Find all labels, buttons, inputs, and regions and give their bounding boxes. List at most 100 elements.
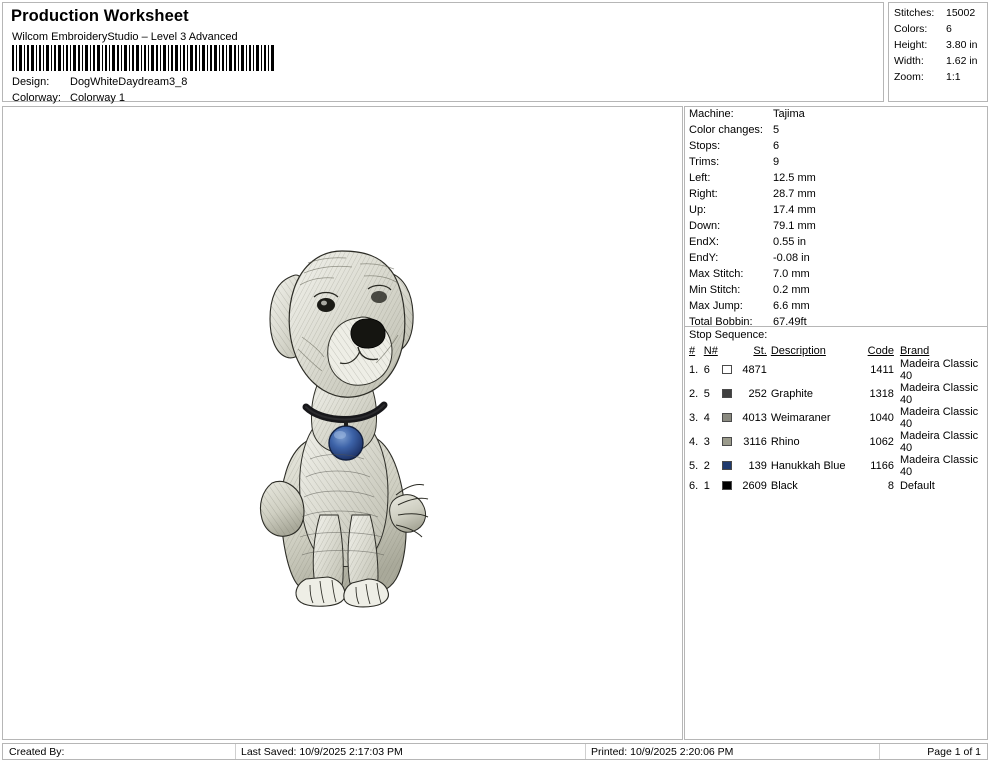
summary-colors-label: Colors: (894, 23, 928, 35)
stat-value: 6 (773, 140, 780, 152)
row-color-swatch (721, 358, 735, 382)
design-row: Design: DogWhiteDaydream3_8 (12, 76, 412, 90)
stat-row: Max Stitch: 7.0 mm (689, 268, 985, 284)
stop-sequence-table: # N# St. Description Code Brand 1. 6 487… (689, 345, 987, 494)
color-swatch-icon (722, 481, 733, 490)
row-index: 3. (689, 412, 699, 424)
stat-row: Right: 28.7 mm (689, 188, 985, 204)
row-stitches: 2609 (742, 480, 767, 492)
row-brand: Madeira Classic 40 (899, 406, 979, 430)
summary-width-label: Width: (894, 55, 924, 67)
row-description: Rhino (770, 436, 800, 448)
stat-value: Tajima (773, 108, 805, 120)
row-description: Graphite (770, 388, 814, 400)
stat-row: Trims: 9 (689, 156, 985, 172)
row-needle: 5 (703, 388, 710, 400)
row-index: 5. (689, 460, 699, 472)
row-needle: 1 (703, 480, 710, 492)
color-swatch-icon (722, 365, 733, 374)
summary-height-value: 3.80 in (946, 39, 978, 51)
design-value: DogWhiteDaydream3_8 (70, 76, 188, 88)
row-brand: Madeira Classic 40 (899, 382, 979, 406)
row-index: 2. (689, 388, 699, 400)
col-stitches: St. (753, 345, 767, 357)
row-stitches: 4013 (742, 412, 767, 424)
table-row: 5. 2 139 Hanukkah Blue 1166 Madeira Clas… (689, 454, 987, 478)
row-color-swatch (721, 406, 735, 430)
footer-created-by: Created By: (9, 746, 65, 758)
summary-height-label: Height: (894, 39, 928, 51)
stat-value: 0.55 in (773, 236, 807, 248)
table-header-row: # N# St. Description Code Brand (689, 345, 987, 358)
row-color-swatch (721, 478, 735, 494)
stat-label: Max Stitch: (689, 268, 744, 280)
summary-zoom-label: Zoom: (894, 71, 924, 83)
stop-sequence-title: Stop Sequence: (689, 329, 768, 341)
summary-colors: Colors: 6 (894, 23, 989, 38)
summary-width: Width: 1.62 in (894, 55, 989, 70)
stat-label: Machine: (689, 108, 734, 120)
col-color-swatch (721, 345, 735, 358)
colorway-label: Colorway: (12, 92, 61, 104)
row-code: 1166 (870, 460, 894, 472)
design-preview-pane[interactable] (2, 106, 683, 740)
stop-sequence-divider (685, 326, 987, 327)
table-row: 2. 5 252 Graphite 1318 Madeira Classic 4… (689, 382, 987, 406)
row-description (771, 358, 862, 382)
summary-width-value: 1.62 in (946, 55, 978, 67)
application-subtitle: Wilcom EmbroideryStudio – Level 3 Advanc… (12, 31, 238, 43)
row-code: 1062 (869, 436, 894, 448)
footer-printed: Printed: 10/9/2025 2:20:06 PM (591, 746, 734, 758)
stat-value: -0.08 in (773, 252, 810, 264)
row-needle: 2 (703, 460, 710, 472)
stat-label: Color changes: (689, 124, 763, 136)
row-code: 1318 (869, 388, 894, 400)
row-color-swatch (721, 382, 735, 406)
header-identification-box: Production Worksheet Wilcom EmbroiderySt… (2, 2, 884, 104)
header-band: Production Worksheet Wilcom EmbroiderySt… (0, 0, 990, 104)
row-stitches: 4871 (742, 364, 767, 376)
stat-label: Trims: (689, 156, 720, 168)
summary-zoom: Zoom: 1:1 (894, 71, 989, 86)
stat-row: Down: 79.1 mm (689, 220, 985, 236)
stat-row: Up: 17.4 mm (689, 204, 985, 220)
table-row: 1. 6 4871 1411 Madeira Classic 40 (689, 358, 987, 382)
row-stitches: 3116 (743, 436, 767, 448)
table-row: 3. 4 4013 Weimaraner 1040 Madeira Classi… (689, 406, 987, 430)
stat-row: Left: 12.5 mm (689, 172, 985, 188)
stat-label: Up: (689, 204, 707, 216)
stat-label: Down: (689, 220, 721, 232)
summary-height: Height: 3.80 in (894, 39, 989, 54)
barcode-icon (11, 45, 277, 71)
col-code: Code (867, 345, 894, 357)
color-swatch-icon (722, 389, 733, 398)
row-brand: Madeira Classic 40 (899, 454, 979, 478)
summary-stitches-value: 15002 (946, 7, 976, 19)
row-color-swatch (721, 430, 735, 454)
page-title: Production Worksheet (11, 7, 189, 25)
row-needle: 3 (703, 436, 710, 448)
design-label: Design: (12, 76, 50, 88)
row-brand: Default (899, 480, 935, 492)
stat-row: Max Jump: 6.6 mm (689, 300, 985, 316)
stat-value: 9 (773, 156, 780, 168)
stat-value: 17.4 mm (773, 204, 816, 216)
stat-value: 6.6 mm (773, 300, 810, 312)
row-brand: Madeira Classic 40 (899, 358, 979, 382)
dog-embroidery-artwork (248, 247, 438, 612)
stat-label: Right: (689, 188, 718, 200)
row-color-swatch (721, 454, 735, 478)
row-description: Black (770, 480, 798, 492)
machine-stats-list: Machine: Tajima Color changes: 5 Stops: 6 T… (689, 108, 985, 332)
stat-row: EndY: -0.08 in (689, 252, 985, 268)
row-index: 1. (689, 364, 699, 376)
col-brand: Brand (899, 345, 930, 357)
stat-value: 12.5 mm (773, 172, 816, 184)
stat-row: Min Stitch: 0.2 mm (689, 284, 985, 300)
stat-label: EndY: (689, 252, 719, 264)
stat-row: Stops: 6 (689, 140, 985, 156)
footer-page-number: Page 1 of 1 (927, 746, 981, 758)
colorway-value: Colorway 1 (70, 92, 126, 104)
stat-row: Color changes: 5 (689, 124, 985, 140)
